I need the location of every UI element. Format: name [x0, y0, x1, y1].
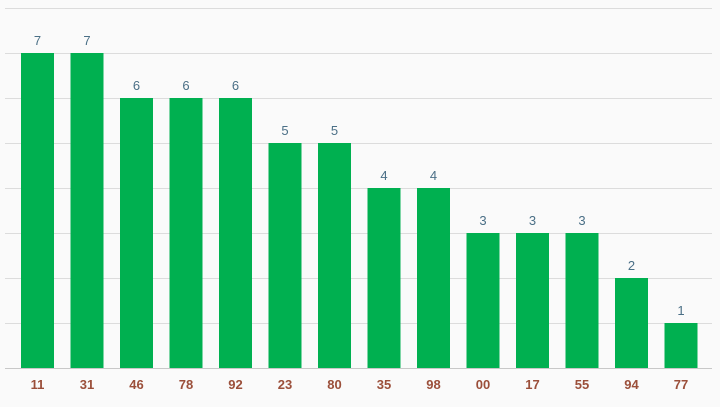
value-label-11: 7	[34, 33, 41, 48]
category-label-23: 23	[278, 377, 292, 392]
category-label-92: 92	[228, 377, 242, 392]
bar-35	[367, 188, 401, 368]
value-labels: 7 7 6 6 6 5 5 4 4 3 3 3 2 1	[34, 33, 685, 318]
category-labels: 11 31 46 78 92 23 80 35 98 00 17 55 94 77	[31, 377, 689, 392]
bar-80	[318, 143, 351, 368]
bar-92	[219, 98, 252, 368]
value-label-35: 4	[380, 168, 387, 183]
category-label-35: 35	[377, 377, 391, 392]
category-label-78: 78	[179, 377, 193, 392]
value-label-92: 6	[232, 78, 239, 93]
bar-77	[664, 323, 698, 368]
category-label-80: 80	[327, 377, 341, 392]
bar-94	[615, 278, 648, 368]
bar-46	[120, 98, 153, 368]
gridlines	[5, 8, 712, 369]
value-label-77: 1	[677, 303, 684, 318]
bar-23	[268, 143, 302, 368]
category-label-31: 31	[80, 377, 94, 392]
value-label-94: 2	[628, 258, 635, 273]
category-label-46: 46	[129, 377, 143, 392]
value-label-17: 3	[529, 213, 536, 228]
bar-17	[516, 233, 549, 368]
value-label-80: 5	[331, 123, 338, 138]
value-label-00: 3	[479, 213, 486, 228]
category-label-77: 77	[674, 377, 688, 392]
bar-55	[565, 233, 599, 368]
category-label-55: 55	[575, 377, 589, 392]
value-label-55: 3	[578, 213, 585, 228]
value-label-31: 7	[83, 33, 90, 48]
category-label-11: 11	[31, 377, 45, 392]
bar-78	[169, 98, 203, 368]
category-label-94: 94	[624, 377, 639, 392]
category-label-00: 00	[476, 377, 490, 392]
bar-31	[70, 53, 104, 368]
category-label-98: 98	[426, 377, 440, 392]
category-label-17: 17	[525, 377, 539, 392]
value-label-78: 6	[182, 78, 189, 93]
value-label-23: 5	[281, 123, 288, 138]
bar-00	[466, 233, 500, 368]
value-label-98: 4	[430, 168, 437, 183]
bar-11	[21, 53, 54, 368]
value-label-46: 6	[133, 78, 140, 93]
bar-98	[417, 188, 450, 368]
bars	[21, 53, 698, 368]
